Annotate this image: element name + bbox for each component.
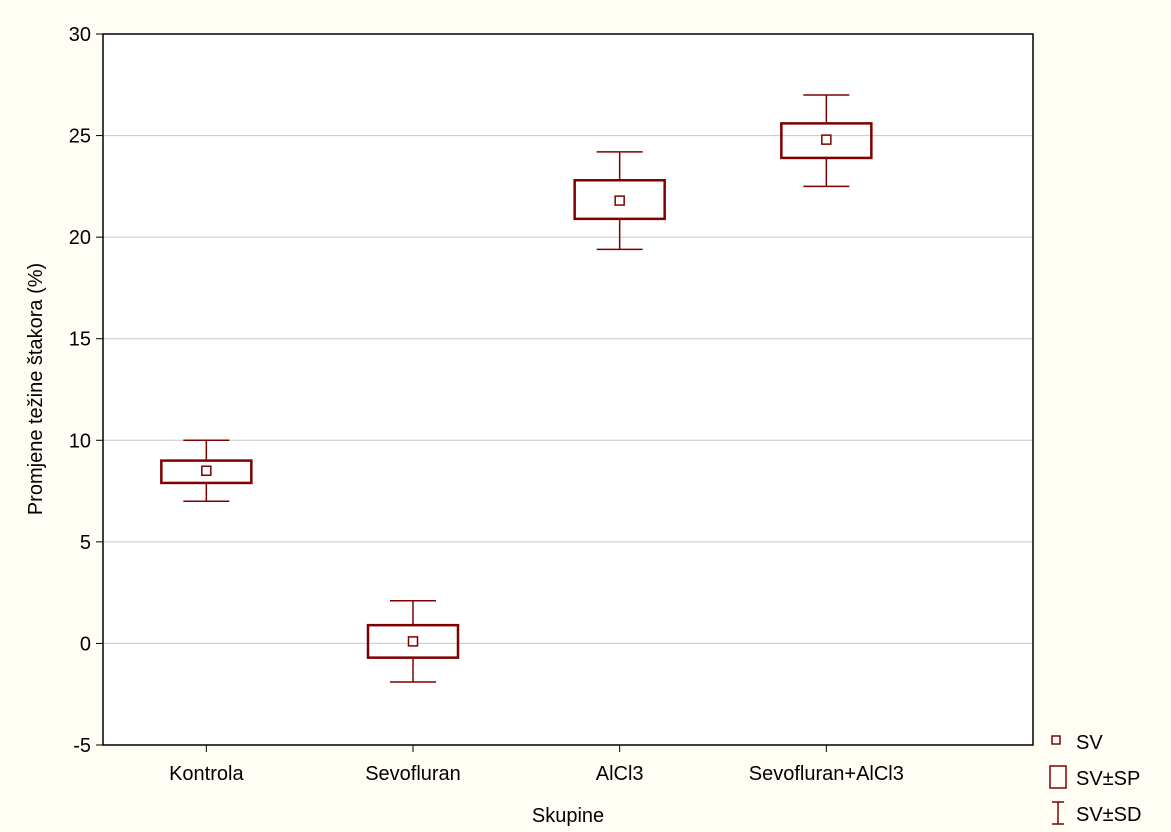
mean-marker xyxy=(201,465,212,477)
sp-box xyxy=(573,179,666,221)
mean-marker xyxy=(614,195,625,206)
box-group-alcl3 xyxy=(573,151,666,251)
y-tick-label: 15 xyxy=(69,329,91,351)
x-tick-label: AlCl3 xyxy=(596,763,644,785)
box-group-kontrola xyxy=(160,439,253,502)
gridlines xyxy=(103,135,1033,644)
y-axis-title: Promjene težine štakora (%) xyxy=(25,263,47,515)
legend-sv-sp-icon xyxy=(1049,765,1067,789)
legend-sv-sd-icon xyxy=(1052,801,1064,825)
x-axis-title: Skupine xyxy=(532,805,604,827)
x-tick-label: Kontrola xyxy=(169,763,244,785)
sp-box xyxy=(160,459,253,485)
mean-marker xyxy=(407,636,419,647)
legend-sv-sp-label: SV±SP xyxy=(1076,768,1140,790)
plot-frame xyxy=(102,33,1034,746)
y-tick-label: 25 xyxy=(69,126,91,148)
sp-box xyxy=(780,122,873,160)
x-tick-label: Sevofluran+AlCl3 xyxy=(749,763,904,785)
sp-box xyxy=(366,623,460,659)
y-tick-label: 20 xyxy=(69,227,91,249)
legend-sv-label: SV xyxy=(1076,732,1103,754)
y-tick-label: 30 xyxy=(69,24,91,46)
y-tick-label: 5 xyxy=(80,532,91,554)
plot-area xyxy=(103,34,1033,745)
x-axis-ticks: Kontrola Sevofluran AlCl3 Sevofluran+AlCl3 xyxy=(169,745,904,785)
box-group-sevofluran xyxy=(366,600,460,683)
y-axis-ticks: -5 0 5 10 15 20 25 30 xyxy=(69,24,103,757)
y-tick-label: 0 xyxy=(80,633,91,655)
mean-marker xyxy=(821,134,832,145)
legend-sv-sd-label: SV±SD xyxy=(1076,804,1141,826)
series-marks xyxy=(160,94,873,683)
y-tick-label: 10 xyxy=(69,430,91,452)
x-tick-label: Sevofluran xyxy=(365,763,461,785)
legend-sv-icon xyxy=(1051,735,1061,745)
box-group-sevofluran-alcl3 xyxy=(780,94,873,188)
legend: SV SV±SP SV±SD xyxy=(1049,732,1141,826)
y-tick-label: -5 xyxy=(73,735,91,757)
